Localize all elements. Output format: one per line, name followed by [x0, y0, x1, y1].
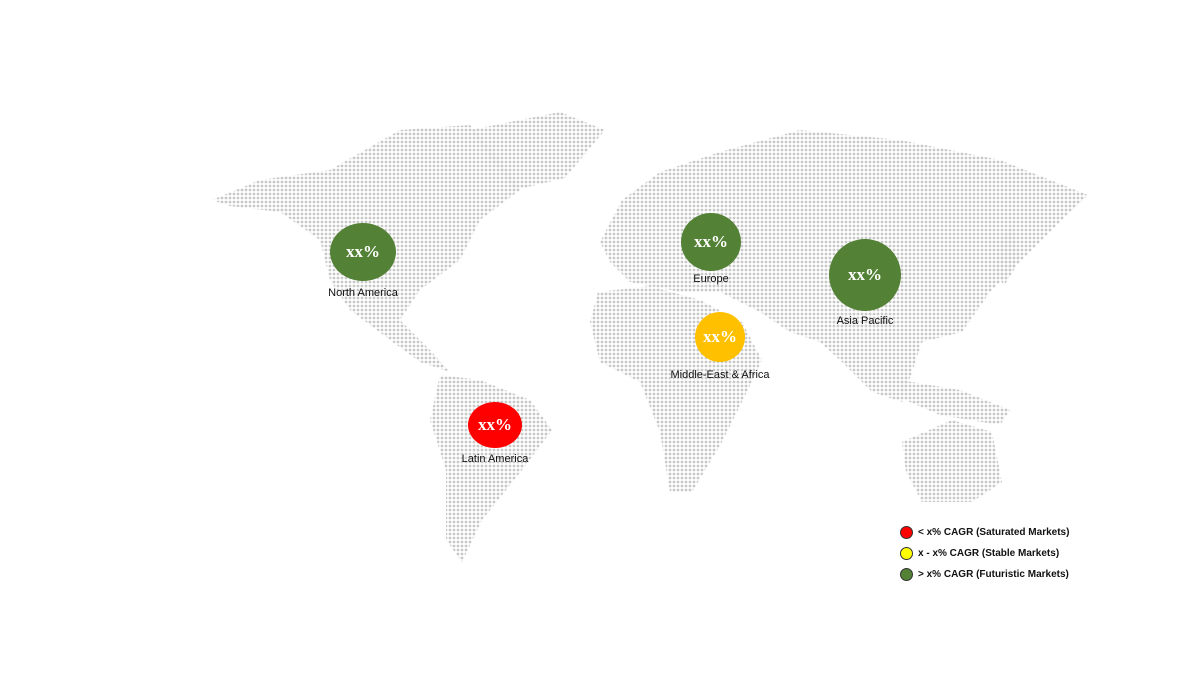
region-label-asia-pacific: Asia Pacific — [836, 315, 894, 327]
region-value: xx% — [478, 415, 512, 434]
region-value: xx% — [703, 327, 737, 346]
region-label-middle-east-africa: Middle-East & Africa — [670, 369, 770, 381]
legend-item-futuristic: > x% CAGR (Futuristic Markets) — [900, 564, 1069, 585]
legend-label: x - x% CAGR (Stable Markets) — [918, 548, 1060, 559]
region-value: xx% — [694, 232, 728, 251]
legend-item-stable: x - x% CAGR (Stable Markets) — [900, 543, 1069, 564]
legend-label: < x% CAGR (Saturated Markets) — [918, 527, 1070, 538]
legend-swatch — [900, 568, 913, 581]
land-greenland — [470, 112, 605, 190]
land-southeast-asia — [900, 380, 1010, 425]
legend-swatch — [900, 526, 913, 539]
region-value: xx% — [346, 242, 380, 261]
land-japan — [996, 228, 1020, 286]
legend-label: > x% CAGR (Futuristic Markets) — [918, 569, 1069, 580]
region-bubble-middle-east-africa: xx% — [695, 312, 745, 362]
legend-swatch — [900, 547, 913, 560]
region-bubble-europe: xx% — [681, 213, 741, 271]
region-value: xx% — [848, 265, 882, 284]
legend-item-saturated: < x% CAGR (Saturated Markets) — [900, 522, 1069, 543]
region-label-latin-america: Latin America — [461, 453, 529, 465]
legend: < x% CAGR (Saturated Markets) x - x% CAG… — [900, 522, 1069, 585]
land-africa — [590, 286, 762, 492]
land-australia — [902, 420, 1002, 502]
region-bubble-north-america: xx% — [330, 223, 396, 281]
region-bubble-asia-pacific: xx% — [829, 239, 901, 311]
region-label-europe: Europe — [693, 273, 729, 285]
region-bubble-latin-america: xx% — [468, 402, 522, 448]
region-label-north-america: North America — [328, 287, 398, 299]
